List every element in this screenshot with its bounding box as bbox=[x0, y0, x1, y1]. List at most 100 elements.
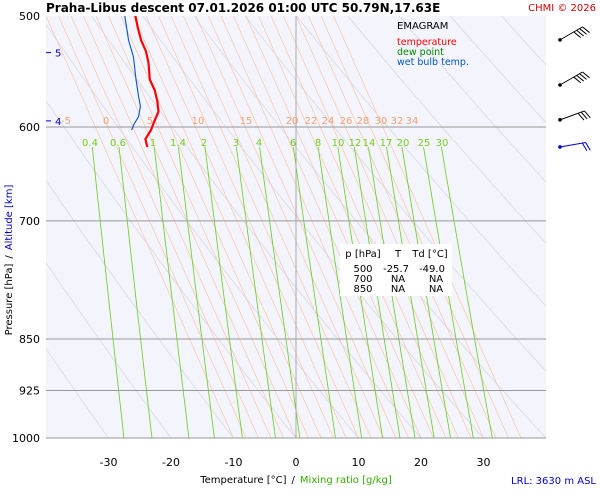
value-table: p [hPa] T Td [°C] 500 -25.7 -49.0 700 NA… bbox=[340, 244, 452, 296]
wind-barb-flag bbox=[582, 26, 590, 33]
table-header-td: Td [°C] bbox=[411, 249, 448, 260]
altitude-label: 4 bbox=[55, 117, 61, 128]
isotherm-line bbox=[195, 16, 384, 438]
mixing-ratio-line bbox=[259, 146, 301, 438]
dry-adiabat-line bbox=[46, 23, 359, 438]
isotherm-line bbox=[58, 16, 247, 438]
isotherm-line bbox=[333, 16, 522, 438]
mixing-ratio-label: 25 bbox=[418, 138, 431, 149]
mixing-ratio-label: 17 bbox=[380, 138, 393, 149]
wind-barb-flag bbox=[576, 29, 584, 37]
mixing-ratio-label: 0.4 bbox=[82, 138, 98, 149]
isotherm-label: 32 bbox=[391, 116, 404, 127]
pressure-tick-label: 925 bbox=[19, 385, 40, 398]
mixing-ratio-line bbox=[118, 146, 153, 438]
table-cell-td: NA bbox=[429, 284, 443, 295]
isotherm-line bbox=[220, 16, 409, 438]
table-cell-t: NA bbox=[391, 274, 405, 285]
legend-dew-point: dew point bbox=[397, 47, 444, 58]
temperature-tick-labels: -30 -20 -10 0 10 20 30 bbox=[100, 456, 491, 469]
y-axis-label-separator: / bbox=[4, 255, 15, 259]
isotherm-label: 15 bbox=[240, 116, 253, 127]
pressure-tick-label: 700 bbox=[19, 215, 40, 228]
isotherm-line bbox=[170, 16, 359, 438]
dry-adiabat-line bbox=[46, 100, 297, 438]
wind-barb-shaft bbox=[559, 110, 585, 121]
mixing-ratio-label: 4 bbox=[256, 138, 262, 149]
isotherm-line bbox=[258, 16, 447, 438]
isotherm-line bbox=[70, 16, 259, 438]
isotherm-label: 20 bbox=[286, 116, 299, 127]
wind-barb-shaft bbox=[559, 141, 586, 148]
lrl-label: LRL: 3630 m ASL bbox=[511, 476, 596, 487]
mixing-ratio-line bbox=[441, 146, 493, 438]
isotherm-line bbox=[308, 16, 497, 438]
temperature-tick-label: -10 bbox=[225, 456, 243, 469]
legend-wet-bulb: wet bulb temp. bbox=[397, 57, 469, 68]
table-cell-p: 500 bbox=[353, 264, 372, 275]
isotherm-line bbox=[95, 16, 284, 438]
wind-barb-station bbox=[558, 145, 562, 149]
legend-title: EMAGRAM bbox=[397, 21, 448, 32]
mixing-ratio-label: 3 bbox=[233, 138, 239, 149]
mixing-ratio-line bbox=[204, 146, 243, 438]
isotherm-line bbox=[145, 16, 334, 438]
temperature-tick-label: 0 bbox=[293, 456, 300, 469]
background-lines bbox=[46, 16, 546, 438]
isotherm-label: 28 bbox=[357, 116, 370, 127]
table-cell-p: 850 bbox=[353, 284, 372, 295]
value-table-background bbox=[340, 244, 452, 296]
wind-barb-flag bbox=[582, 71, 590, 79]
profile-series bbox=[124, 15, 160, 148]
table-header-t: T bbox=[394, 249, 402, 260]
mixing-ratio-label: 14 bbox=[363, 138, 376, 149]
temperature-tick-label: 10 bbox=[352, 456, 366, 469]
dry-adiabat-line bbox=[46, 179, 234, 438]
mixing-ratio-label: 20 bbox=[397, 138, 410, 149]
mixing-ratio-line bbox=[236, 146, 276, 438]
mixing-ratio-label: 8 bbox=[315, 138, 321, 149]
wind-barbs bbox=[558, 26, 591, 152]
table-cell-td: NA bbox=[429, 274, 443, 285]
mixing-ratio-label: 12 bbox=[349, 138, 362, 149]
pressure-tick-labels: 500 600 700 850 925 1000 bbox=[12, 10, 40, 445]
wind-barb-flag bbox=[585, 142, 591, 151]
copyright: CHMI © 2026 bbox=[528, 3, 596, 14]
isotherm-line bbox=[270, 16, 459, 438]
wind-barb-flag bbox=[584, 110, 591, 119]
dry-adiabat-line bbox=[46, 262, 172, 438]
x-axis-label: Temperature [°C] / Mixing ratio [g/kg] bbox=[199, 475, 392, 486]
isotherm-line bbox=[46, 16, 234, 438]
y-axis-label-altitude: Altitude [km] bbox=[4, 185, 15, 251]
table-cell-t: -25.7 bbox=[383, 264, 409, 275]
x-axis-label-separator: / bbox=[292, 475, 296, 486]
y-axis-label: Pressure [hPa] / Altitude [km] bbox=[4, 185, 15, 336]
isotherm-line bbox=[233, 16, 422, 438]
wind-barb-flag bbox=[581, 142, 588, 152]
mixing-ratio-line bbox=[292, 146, 336, 438]
table-header-p: p [hPa] bbox=[345, 249, 380, 260]
temperature-tick-label: 30 bbox=[477, 456, 491, 469]
isotherm-label: 22 bbox=[305, 116, 318, 127]
isotherm-line bbox=[83, 16, 272, 438]
mixing-ratio-label: 1 bbox=[150, 138, 156, 149]
mixing-ratio-labels: 0.4 0.6 1 1.4 2 3 4 6 8 10 12 14 17 20 25 30 bbox=[82, 138, 448, 149]
x-axis-label-mixing: Mixing ratio [g/kg] bbox=[300, 475, 392, 486]
mixing-ratio-line bbox=[317, 146, 363, 438]
isotherm-line bbox=[245, 16, 434, 438]
pressure-tick-label: 600 bbox=[19, 121, 40, 134]
mixing-ratio-line bbox=[386, 146, 435, 438]
x-axis-label-temperature: Temperature [°C] bbox=[199, 475, 286, 486]
wind-barb-station bbox=[558, 118, 562, 122]
dry-adiabat-line bbox=[450, 16, 546, 124]
wet-bulb-profile-line bbox=[124, 15, 141, 131]
y-axis-label-pressure: Pressure [hPa] bbox=[4, 264, 15, 336]
mixing-ratio-lines bbox=[91, 146, 493, 438]
wind-barb-flag bbox=[579, 73, 587, 80]
isotherm-line bbox=[108, 16, 297, 438]
table-cell-t: NA bbox=[391, 284, 405, 295]
temperature-profile-line bbox=[134, 15, 160, 148]
dry-adiabat-line bbox=[398, 16, 546, 183]
mixing-ratio-line bbox=[401, 146, 451, 438]
